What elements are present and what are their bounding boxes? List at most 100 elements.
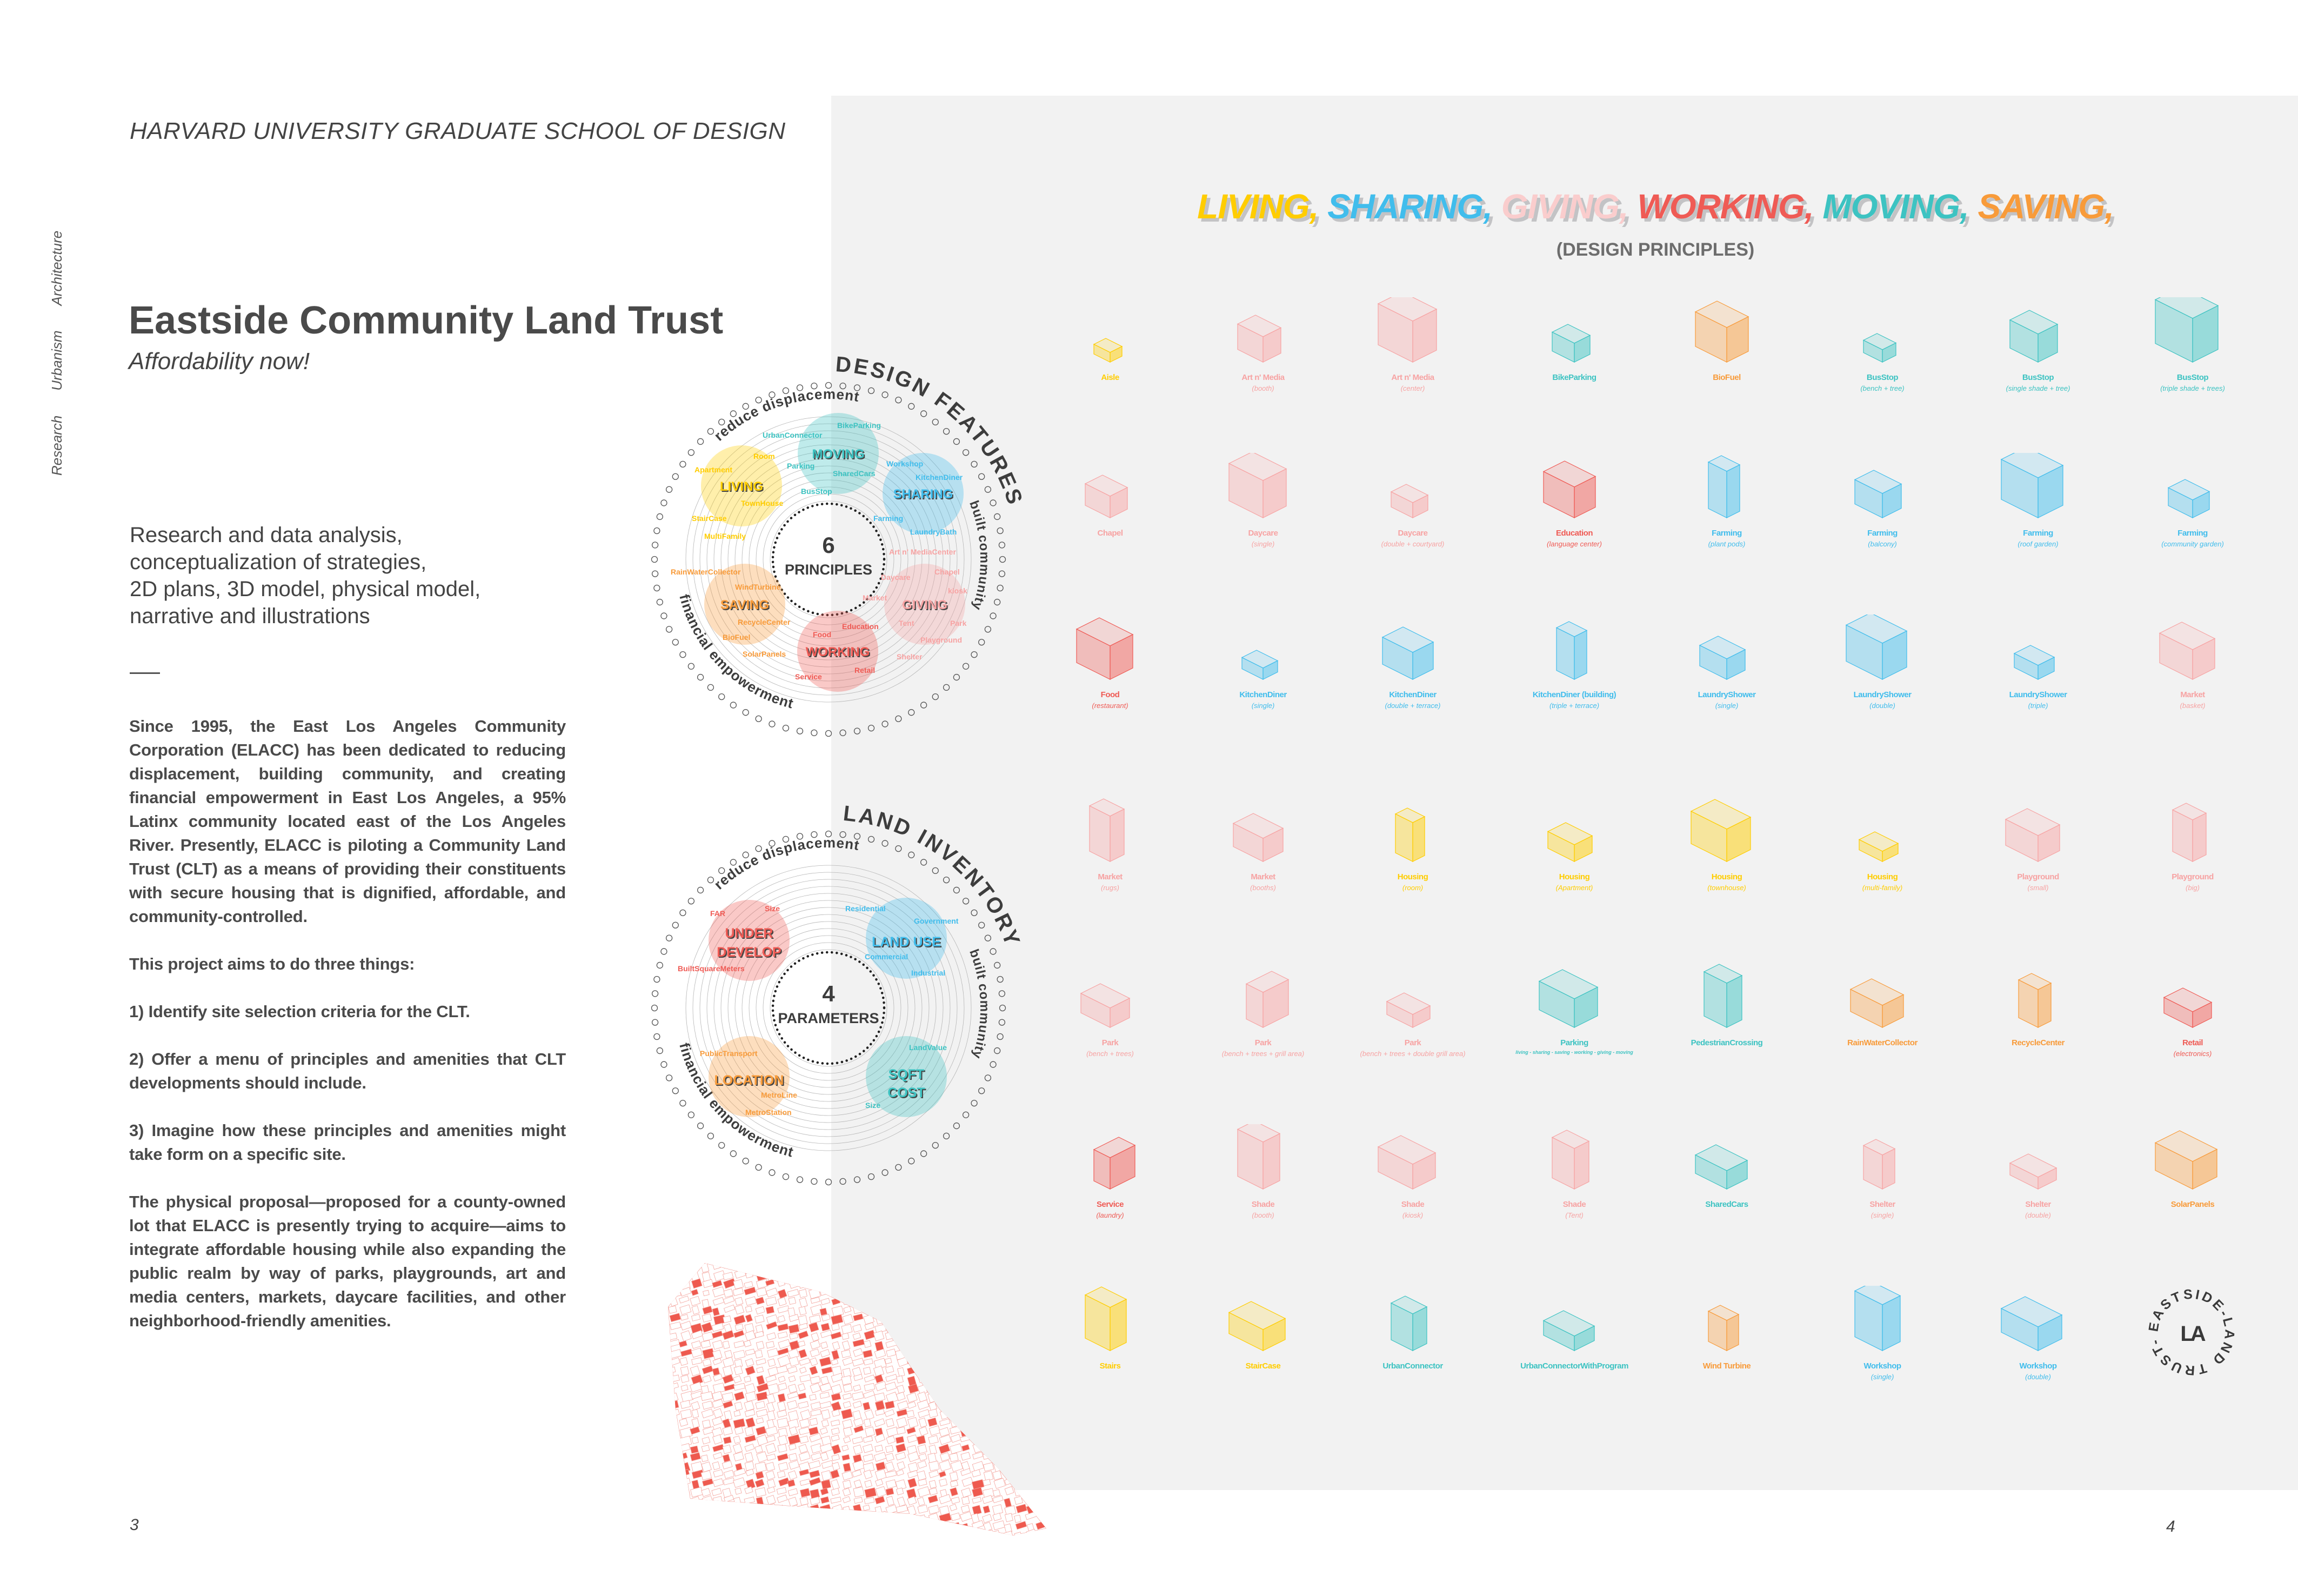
ring-dot: [853, 1176, 861, 1183]
parcel: [703, 1290, 710, 1297]
ring-dot: [998, 570, 1006, 577]
parcel: [971, 1324, 980, 1334]
parcel: [756, 1451, 768, 1463]
parcel: [744, 1530, 754, 1535]
parcel: [841, 1529, 853, 1535]
parcel: [939, 1348, 948, 1357]
feature-item: Playground (big): [2117, 797, 2268, 892]
feature-label: UrbanConnector: [1382, 1361, 1443, 1371]
parcel: [950, 1487, 958, 1497]
ring-dot: [687, 663, 695, 670]
ring-dot: [990, 612, 997, 619]
parcel: [832, 1462, 840, 1471]
parcel: [680, 1366, 690, 1376]
parcel: [733, 1531, 744, 1535]
parcel: [1004, 1349, 1014, 1357]
parcel: [841, 1445, 849, 1452]
parcel: [950, 1539, 961, 1542]
feature-label: KitchenDiner: [916, 473, 963, 482]
feature-item: StairCase: [1187, 1286, 1339, 1371]
parcel: [875, 1486, 887, 1498]
feature-label: BikeParking: [837, 421, 881, 430]
parcel: [711, 1521, 720, 1531]
parcel: [853, 1528, 866, 1535]
parcel: [724, 1494, 734, 1502]
parcel: [939, 1522, 948, 1531]
parcel: [744, 1400, 754, 1412]
parcel: [1003, 1330, 1016, 1339]
principle-word: SHARING,: [1327, 187, 1493, 226]
parcel: [820, 1539, 830, 1542]
parcel: [917, 1531, 927, 1535]
parcel: [852, 1332, 861, 1340]
parcel: [809, 1394, 817, 1401]
parcel: [842, 1357, 853, 1366]
feature-label: LaundryShower: [1698, 690, 1756, 699]
parcel: [1036, 1497, 1045, 1505]
parcel: [668, 1463, 677, 1473]
parcel: [788, 1263, 800, 1264]
parcel: [972, 1505, 982, 1515]
parcel: [821, 1460, 834, 1469]
ring-dot: [839, 831, 846, 838]
parcel: [875, 1461, 886, 1471]
parcel: [950, 1271, 958, 1278]
parcel: [907, 1417, 919, 1428]
ring-dot: [707, 876, 714, 884]
service-line: conceptualization of strategies,: [130, 550, 427, 574]
parcel: [1048, 1523, 1052, 1531]
parcel: [1014, 1333, 1025, 1343]
parcel: [896, 1505, 908, 1513]
parcel: [885, 1365, 894, 1374]
parcel: [928, 1296, 941, 1306]
feature-label: Chapel: [934, 567, 960, 576]
parcel: [819, 1443, 833, 1453]
ring-dot: [908, 403, 915, 410]
isometric-sharing-icon: [1555, 621, 1588, 680]
parcel: [820, 1330, 832, 1338]
parcel: [939, 1297, 950, 1306]
parcel: [863, 1521, 871, 1529]
guide-ring: [741, 472, 916, 646]
parcel: [830, 1419, 840, 1427]
isometric-living-icon: [1690, 799, 1752, 862]
principle-word: WORKING,: [1637, 187, 1814, 226]
isometric-moving-icon: [1703, 964, 1743, 1028]
parcel: [1004, 1444, 1014, 1455]
parcel: [907, 1263, 916, 1264]
feature-sublabel: (triple shade + trees): [2160, 384, 2225, 392]
parcel: [940, 1314, 953, 1325]
parcel: [712, 1391, 723, 1401]
parcel: [1016, 1453, 1025, 1464]
feature-label: MultiFamily: [704, 532, 746, 540]
feature-label: StairCase: [1245, 1361, 1281, 1371]
parcel: [733, 1477, 746, 1488]
parcel: [820, 1452, 829, 1461]
parcel: [950, 1402, 959, 1412]
parcel: [820, 1487, 829, 1495]
ring-dot: [881, 391, 889, 398]
ring-dot: [811, 729, 818, 737]
feature-item: Shade (booth): [1187, 1124, 1339, 1219]
parcel: [744, 1426, 754, 1436]
parcel: [787, 1366, 798, 1374]
ring-dot: [651, 570, 659, 577]
feature-label: Size: [865, 1101, 880, 1110]
parcel: [691, 1437, 699, 1444]
parcel: [712, 1286, 725, 1298]
feature-sublabel: (bench + trees + grill area): [1221, 1050, 1305, 1058]
parcel: [821, 1479, 831, 1490]
parcel: [886, 1263, 897, 1264]
feature-sublabel: (triple + terrace): [1549, 702, 1600, 710]
isometric-giving-icon: [1232, 813, 1284, 862]
ring-dot: [755, 715, 762, 723]
guide-ring: [699, 430, 958, 689]
parcel: [722, 1531, 731, 1535]
parcel: [939, 1427, 950, 1437]
ring-dot: [932, 867, 939, 874]
parcel: [1025, 1434, 1037, 1443]
parcel: [928, 1470, 939, 1478]
feature-label: BuiltSquareMeters: [678, 964, 745, 973]
parcel: [961, 1530, 972, 1535]
parcel: [765, 1462, 776, 1472]
